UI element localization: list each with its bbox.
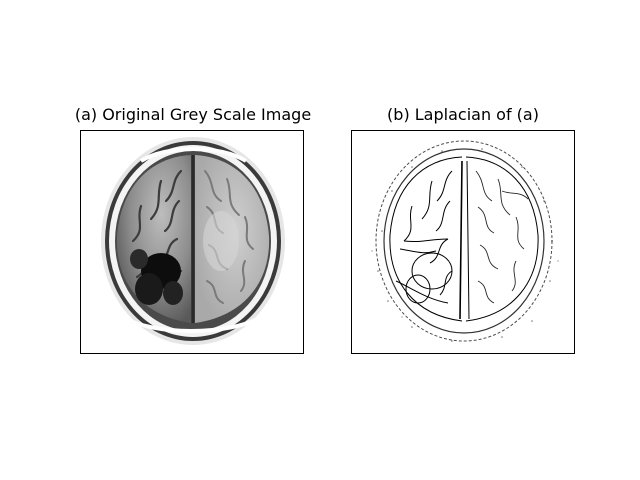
mri-original-image bbox=[101, 137, 285, 345]
panel-a-title: (a) Original Grey Scale Image bbox=[74, 105, 312, 124]
panel-b-title: (b) Laplacian of (a) bbox=[387, 105, 539, 124]
panel-a-image-frame bbox=[80, 130, 304, 354]
panel-b-image-frame bbox=[351, 130, 575, 354]
mri-laplacian-image bbox=[371, 140, 559, 342]
